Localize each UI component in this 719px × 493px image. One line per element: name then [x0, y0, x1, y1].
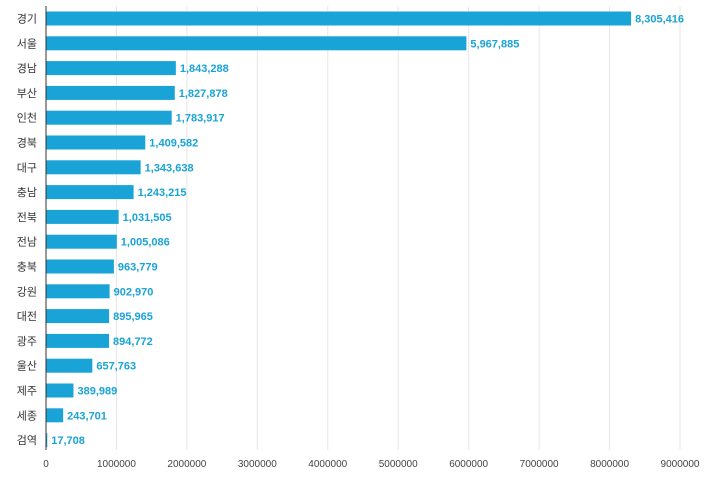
bar [46, 408, 64, 423]
bar [46, 259, 114, 274]
data-label: 1,843,288 [180, 63, 229, 75]
x-tick-label: 5000000 [379, 459, 418, 470]
data-label: 17,708 [51, 435, 85, 447]
data-label: 894,772 [113, 336, 153, 348]
data-label: 1,243,215 [138, 187, 187, 199]
bar [46, 433, 48, 448]
category-label: 광주 [17, 335, 37, 348]
category-label: 검역 [17, 434, 37, 447]
bar [46, 284, 110, 299]
bars [46, 11, 632, 448]
category-label: 경남 [17, 62, 37, 75]
data-label: 389,989 [77, 386, 117, 398]
category-label: 충북 [17, 261, 37, 274]
bar [46, 383, 74, 398]
category-label: 부산 [17, 87, 37, 100]
category-label: 충남 [17, 186, 37, 199]
bar [46, 160, 141, 175]
bar [46, 110, 172, 125]
x-tick-label: 3000000 [238, 459, 277, 470]
x-axis-ticks: 0 1000000 2000000 3000000 4000000 5000000 6000… [43, 459, 700, 470]
x-tick-label: 6000000 [449, 459, 488, 470]
x-tick-label: 2000000 [167, 459, 206, 470]
category-label: 대전 [17, 310, 37, 323]
x-tick-label: 4000000 [308, 459, 347, 470]
bar [46, 135, 146, 150]
bar [46, 185, 134, 200]
category-label: 강원 [17, 285, 37, 298]
data-label: 902,970 [114, 286, 154, 298]
bar [46, 358, 93, 373]
data-label: 657,763 [96, 361, 136, 373]
category-label: 전북 [17, 211, 37, 224]
bar [46, 234, 117, 249]
data-label: 1,409,582 [149, 138, 198, 150]
x-tick-label: 1000000 [97, 459, 136, 470]
bar [46, 333, 110, 348]
bar [46, 11, 632, 26]
data-label: 8,305,416 [635, 14, 684, 26]
category-label: 대구 [17, 161, 37, 174]
category-label: 인천 [17, 111, 37, 125]
data-label: 1,031,505 [123, 212, 172, 224]
data-label: 963,779 [118, 262, 158, 274]
data-label: 1,827,878 [179, 88, 228, 100]
x-tick-label: 8000000 [590, 459, 629, 470]
bar [46, 36, 467, 51]
x-tick-label: 0 [43, 459, 49, 470]
data-label: 243,701 [67, 410, 107, 422]
data-label: 1,783,917 [176, 113, 225, 125]
data-label: 1,343,638 [145, 162, 194, 174]
x-tick-label: 9000000 [661, 459, 700, 470]
data-label: 5,967,885 [470, 38, 519, 50]
category-label: 경북 [17, 137, 37, 150]
bar [46, 209, 119, 224]
bar [46, 85, 175, 100]
category-label: 울산 [17, 360, 37, 373]
value-labels: 8,305,416 5,967,885 1,843,288 1,827,878 1,78… [51, 14, 684, 448]
category-label: 전남 [17, 236, 37, 249]
data-label: 895,965 [113, 311, 153, 323]
category-label: 제주 [17, 385, 37, 398]
category-label: 세종 [17, 409, 37, 422]
data-label: 1,005,086 [121, 237, 170, 249]
x-tick-label: 7000000 [520, 459, 559, 470]
bar [46, 61, 176, 76]
grid-lines [115, 6, 681, 450]
bar [46, 309, 110, 324]
category-label: 서울 [17, 37, 37, 50]
category-label: 경기 [17, 13, 37, 26]
